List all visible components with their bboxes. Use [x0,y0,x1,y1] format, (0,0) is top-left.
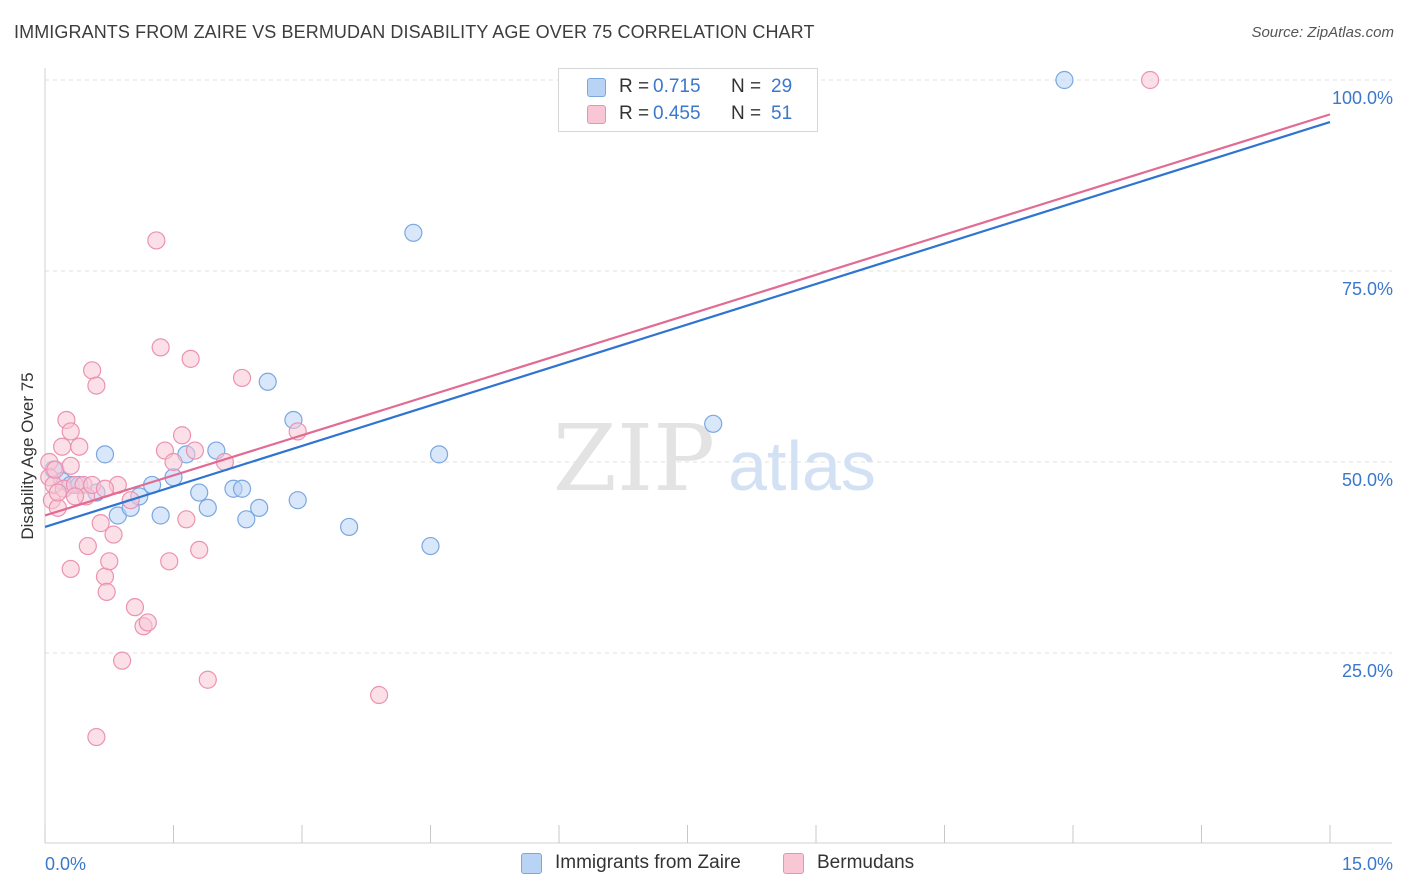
point-zaire [250,498,269,517]
point-bermudans [181,349,200,368]
legend-r-value: 0.715 [653,76,701,97]
point-bermudans [185,441,205,460]
point-bermudans [46,460,65,479]
y-tick-label: 25.0% [1342,661,1393,681]
point-bermudans [91,514,110,533]
source-credit: Source: ZipAtlas.com [1251,24,1394,41]
x-tick-label: 0.0% [45,854,86,874]
tick-labels: 0.0% 15.0% 100.0% 75.0% 50.0% 25.0% [45,88,1393,874]
point-bermudans [83,361,102,380]
point-bermudans [151,338,170,357]
point-zaire [237,510,256,529]
y-tick-label: 100.0% [1332,88,1393,108]
data-points [40,70,1160,747]
point-bermudans [87,376,106,395]
legend-r-value: 0.455 [653,103,701,124]
legend-n-label: N = [731,76,762,97]
point-bermudans [172,426,192,445]
legend-swatch-blue [587,78,606,97]
point-zaire [258,372,277,391]
point-bermudans [147,231,166,250]
point-bermudans [232,368,252,388]
point-zaire [340,517,359,537]
point-bermudans [164,452,183,472]
legend-n-value: 29 [771,76,793,97]
point-bermudans [61,456,80,475]
point-zaire [288,491,307,510]
y-axis-label: Disability Age Over 75 [18,372,37,540]
series-name-bermudans: Bermudans [817,852,915,873]
watermark: ZIP atlas [553,405,876,512]
point-bermudans [112,651,132,670]
trend-lines [44,113,1331,528]
watermark-zip: ZIP [553,405,715,512]
point-bermudans [1140,70,1160,90]
watermark-atlas: atlas [728,427,876,505]
point-bermudans [87,727,106,747]
point-bermudans [95,567,115,586]
point-zaire [404,223,423,242]
point-zaire [429,445,449,464]
point-bermudans [97,582,116,601]
legend-n-value: 51 [771,103,793,124]
point-bermudans [104,525,123,544]
chart-title: IMMIGRANTS FROM ZAIRE VS BERMUDAN DISABI… [14,22,815,42]
point-bermudans [61,422,80,441]
point-bermudans [138,613,157,632]
point-bermudans [61,559,80,579]
point-zaire [190,483,209,502]
point-bermudans [53,437,72,456]
legend-n-label: N = [731,103,762,124]
legend-swatch-pink [587,105,606,124]
point-bermudans [190,540,209,559]
point-zaire [232,479,252,498]
point-bermudans [48,483,67,502]
point-bermudans [198,670,217,689]
point-zaire [95,445,115,464]
point-bermudans [100,552,119,571]
correlation-legend: R = 0.715 N = 29 R = 0.455 N = 51 [558,68,818,132]
point-bermudans [78,536,97,556]
legend-r-label: R = [619,103,650,124]
axes [44,68,1392,844]
point-bermudans [65,487,85,506]
point-bermudans [125,598,145,617]
x-tick-label: 15.0% [1342,854,1393,874]
y-tick-label: 50.0% [1342,470,1393,490]
point-zaire [1055,70,1074,90]
series-swatch-pink [783,853,804,874]
point-zaire [704,414,723,433]
trend-line-bermudans [44,113,1331,517]
point-zaire [198,498,217,517]
series-name-zaire: Immigrants from Zaire [555,852,741,873]
point-bermudans [177,510,196,529]
series-swatch-blue [521,853,542,874]
y-tick-label: 75.0% [1342,279,1393,299]
point-bermudans [370,685,389,705]
point-bermudans [160,552,179,571]
point-zaire [421,536,440,556]
legend-r-label: R = [619,76,650,97]
point-bermudans [70,437,89,456]
trend-line-zaire [44,120,1331,528]
point-zaire [151,506,170,525]
